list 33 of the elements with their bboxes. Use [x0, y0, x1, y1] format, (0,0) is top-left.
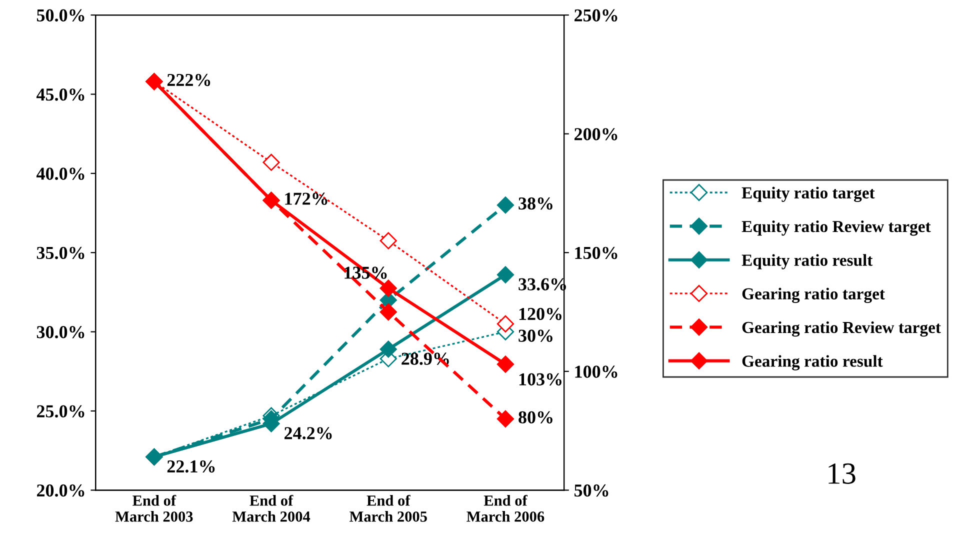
data-label: 103% — [519, 373, 562, 386]
y2-tick-label: 100% — [575, 366, 618, 378]
legend-label: Gearing ratio Review target — [742, 321, 941, 337]
legend-label: Gearing ratio target — [742, 288, 885, 303]
data-label: 28.9% — [402, 352, 449, 365]
y2-tick-label: 250% — [574, 9, 618, 22]
legend-label: Equity ratio result — [742, 254, 873, 270]
data-label: 172% — [285, 192, 328, 205]
data-label: 80% — [518, 411, 552, 424]
y2-tick-label: 150% — [575, 246, 618, 260]
text: 13 — [828, 463, 856, 484]
legend-label: Equity ratio target — [742, 186, 875, 202]
y-tick-label: 25.0% — [36, 405, 84, 418]
legend-label: Gearing ratio result — [742, 355, 883, 370]
y-tick-label: 35.0% — [36, 246, 84, 260]
data-label: 24.2% — [284, 427, 332, 440]
y-tick-label: 20.0% — [36, 484, 84, 497]
data-label: 22.1% — [167, 460, 215, 473]
legend-label: Equity ratio Review target — [742, 220, 931, 236]
y-tick-label: 45.0% — [36, 88, 84, 101]
x-tick-label: End of March 2006 — [466, 494, 544, 522]
x-tick-label: End of March 2004 — [232, 494, 310, 522]
data-label: 38% — [518, 197, 552, 210]
y2-tick-label: 200% — [574, 128, 618, 140]
data-label: 222% — [167, 74, 210, 86]
data-label: 120% — [519, 308, 562, 320]
data-label: 30% — [518, 330, 552, 342]
x-tick-label: End of March 2003 — [115, 494, 193, 522]
y-tick-label: 50.0% — [36, 9, 84, 22]
y-tick-label: 30.0% — [36, 326, 84, 338]
y-tick-label: 40.0% — [36, 168, 84, 180]
x-tick-label: End of March 2005 — [350, 494, 427, 522]
y2-tick-label: 50% — [574, 484, 608, 497]
